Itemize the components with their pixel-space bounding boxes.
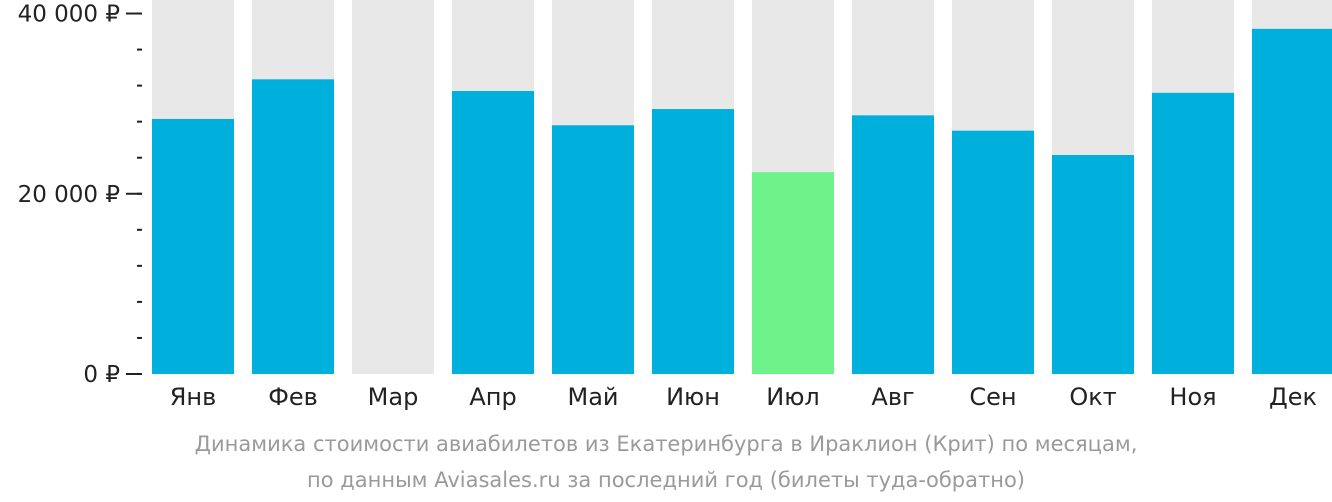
y-tick-label: 0 ₽	[83, 362, 120, 388]
x-tick-label: Июн	[666, 383, 720, 411]
bar-chart-svg: 0 ₽ 20 000 ₽ 40 000 ₽ Янв Фев Мар Апр Май Июн Ию…	[18, 0, 1332, 411]
y-tick-label: 20 000 ₽	[18, 182, 120, 208]
chart-caption-line-2: по данным Aviasales.ru за последний год …	[307, 468, 1025, 492]
bar-8[interactable]	[852, 115, 934, 374]
value-bars	[152, 28, 1332, 375]
x-tick-label: Авг	[871, 383, 914, 411]
x-tick-label: Окт	[1069, 383, 1116, 411]
x-tick-label: Июл	[766, 383, 820, 411]
bar-2[interactable]	[252, 79, 334, 374]
x-tick-label: Мар	[368, 383, 419, 411]
x-axis-labels: Янв Фев Мар Апр Май Июн Июл Авг Сен Окт Ноя Дек	[170, 383, 1317, 411]
bar-4[interactable]	[452, 91, 534, 374]
x-tick-label: Сен	[969, 383, 1016, 411]
bar-background-3	[352, 0, 434, 374]
y-tick-label: 40 000 ₽	[18, 2, 120, 28]
bar-6[interactable]	[652, 109, 734, 375]
bar-9[interactable]	[952, 130, 1034, 374]
bar-11[interactable]	[1152, 92, 1234, 374]
x-tick-label: Дек	[1269, 383, 1317, 411]
bar-5[interactable]	[552, 125, 634, 374]
bar-10[interactable]	[1052, 155, 1134, 374]
bar-1[interactable]	[152, 118, 234, 374]
bar-12[interactable]	[1252, 28, 1332, 374]
x-tick-label: Апр	[469, 383, 516, 411]
x-tick-label: Ноя	[1169, 383, 1216, 411]
y-axis: 0 ₽ 20 000 ₽ 40 000 ₽	[18, 2, 142, 388]
x-tick-label: Янв	[170, 383, 217, 411]
bar-7[interactable]	[752, 172, 834, 374]
x-tick-label: Май	[567, 383, 618, 411]
chart-caption-line-1: Динамика стоимости авиабилетов из Екатер…	[194, 432, 1138, 456]
x-tick-label: Фев	[268, 383, 318, 411]
